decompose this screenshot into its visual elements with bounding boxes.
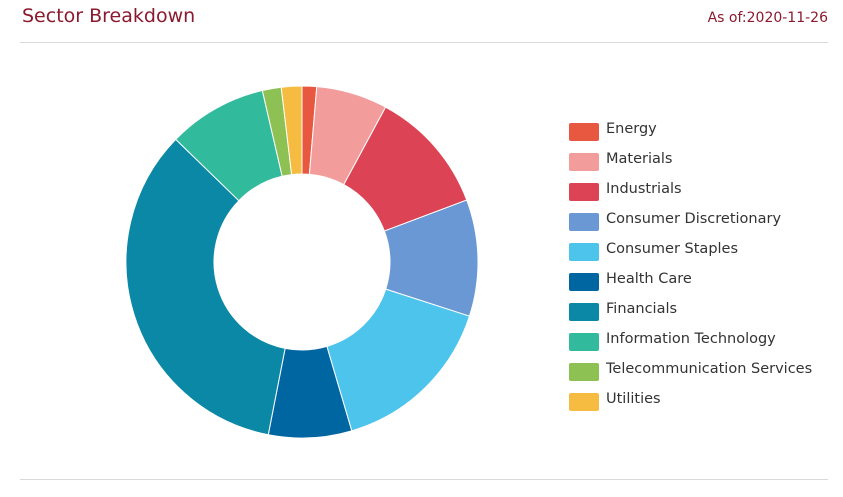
legend-swatch: [569, 273, 599, 291]
legend-label: Industrials: [606, 181, 682, 197]
as-of-date: As of:2020-11-26: [707, 10, 828, 26]
slice-consumer-staples[interactable]: [326, 288, 471, 432]
legend-label: Health Care: [606, 271, 692, 287]
slice-financials[interactable]: [125, 138, 286, 436]
legend-swatch: [569, 213, 599, 231]
header: Sector Breakdown As of:2020-11-26: [20, 0, 828, 43]
page-title: Sector Breakdown: [22, 5, 196, 27]
legend-label: Information Technology: [606, 331, 776, 347]
legend-swatch: [569, 153, 599, 171]
footer-divider: [20, 479, 828, 480]
legend-label: Financials: [606, 301, 678, 317]
slice-utilities[interactable]: [280, 85, 303, 176]
legend-swatch: [569, 183, 599, 201]
legend-swatch: [569, 303, 599, 321]
legend-label: Telecommunication Services: [606, 361, 813, 377]
legend-swatch: [569, 243, 599, 261]
legend-swatch: [569, 123, 599, 141]
legend-label: Consumer Staples: [606, 241, 739, 257]
legend-swatch: [569, 393, 599, 411]
legend-label: Utilities: [606, 391, 661, 407]
legend-swatch: [569, 333, 599, 351]
legend-label: Materials: [606, 151, 673, 167]
legend-swatch: [569, 363, 599, 381]
legend-label: Consumer Discretionary: [606, 211, 782, 227]
legend-label: Energy: [606, 121, 657, 137]
